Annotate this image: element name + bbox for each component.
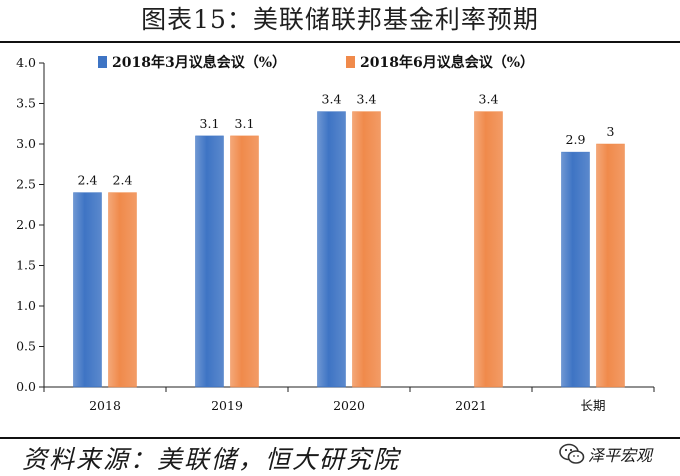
y-tick-label: 3.0	[16, 136, 36, 151]
y-tick-label: 0.0	[16, 379, 36, 394]
y-tick-label: 0.5	[16, 339, 36, 354]
wechat-icon	[559, 443, 585, 464]
x-tick-label: 2021	[455, 398, 487, 413]
bar-june-3	[474, 111, 503, 388]
bar-march-0	[73, 192, 102, 388]
legend-swatch-0	[98, 56, 107, 68]
x-tick-label: 2018	[89, 398, 121, 413]
data-label: 3.1	[235, 116, 255, 131]
bar-march-1	[195, 135, 224, 388]
y-tick-label: 1.5	[16, 258, 36, 273]
bar-june-0	[108, 192, 137, 388]
y-tick-label: 2.0	[16, 217, 36, 232]
data-label: 3.4	[479, 92, 499, 107]
x-tick-label: 长期	[580, 398, 605, 413]
y-tick-label: 4.0	[16, 55, 36, 70]
legend-label-1: 2018年6月议息会议（%）	[360, 54, 534, 71]
data-labels: 2.4 3.1 3.4 2.9 2.4 3.1 3.4 3.4 3	[78, 92, 615, 188]
bar-june-2	[352, 111, 381, 388]
y-tick-label: 1.0	[16, 298, 36, 313]
chart-title: 图表15：美联储联邦基金利率预期	[141, 5, 539, 34]
data-label: 3.4	[357, 92, 377, 107]
legend-swatch-1	[346, 56, 355, 68]
bar-chart: 2018年3月议息会议（%） 2018年6月议息会议（%） 0.0 0.5 1.0 1.…	[16, 54, 655, 413]
source-note: 资料来源：美联储，恒大研究院	[22, 445, 401, 474]
bar-june-1	[230, 135, 259, 388]
x-tick-label: 2019	[211, 398, 243, 413]
brand-watermark: 泽平宏观	[556, 438, 676, 474]
y-tick-label: 3.5	[16, 96, 36, 111]
legend: 2018年3月议息会议（%） 2018年6月议息会议（%）	[98, 54, 534, 71]
data-label: 2.4	[78, 173, 98, 188]
y-tick-label: 2.5	[16, 177, 36, 192]
data-label: 2.9	[566, 132, 586, 147]
bar-march-4	[561, 151, 590, 388]
data-label: 2.4	[113, 173, 133, 188]
chart-bars	[73, 111, 625, 388]
title-divider	[0, 41, 680, 43]
bar-june-4	[596, 143, 625, 388]
legend-label-0: 2018年3月议息会议（%）	[112, 54, 286, 71]
data-label: 3.4	[322, 92, 342, 107]
brand-name: 泽平宏观	[588, 446, 653, 465]
bar-march-2	[317, 111, 346, 388]
x-tick-label: 2020	[333, 398, 365, 413]
data-label: 3.1	[200, 116, 220, 131]
data-label: 3	[607, 124, 615, 139]
footer-divider	[0, 437, 680, 439]
